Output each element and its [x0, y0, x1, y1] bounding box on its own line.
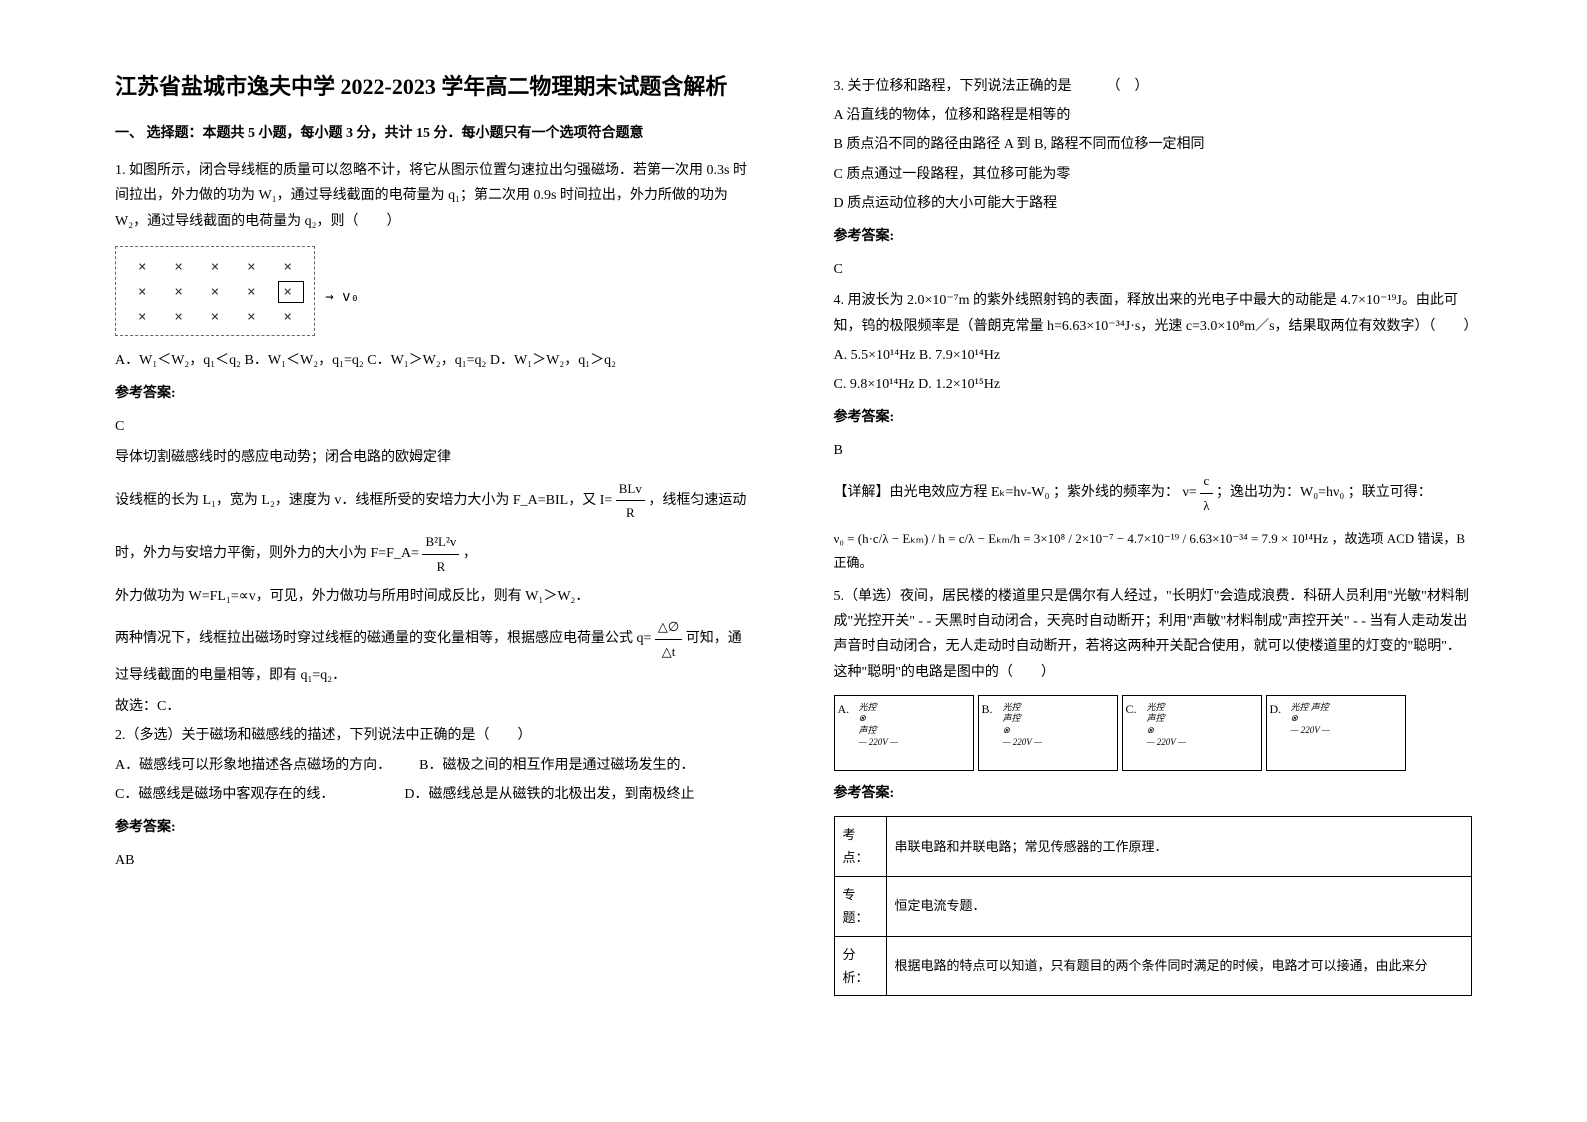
q3-optA: A 沿直线的物体，位移和路程是相等的 — [834, 103, 1473, 128]
q4-detail-mid: ；逸出功为：W₀=hν₀ ；联立可得： — [1216, 486, 1432, 501]
page-title: 江苏省盐城市逸夫中学 2022-2023 学年高二物理期末试题含解析 — [115, 70, 754, 103]
circuit-C: C. 光控 声控 ⊗ — 220V — — [1122, 695, 1262, 771]
row2-content: 恒定电流专题． — [886, 876, 1472, 936]
row2-label: 专题： — [834, 876, 886, 936]
q1-expl3-post: ， — [463, 546, 477, 561]
q5-stem: 5.（单选）夜间，居民楼的楼道里只是偶尔有人经过，"长明灯"会造成浪费．科研人员… — [834, 584, 1473, 685]
q2-row2: C．磁感线是磁场中客观存在的线． D．磁感线总是从磁铁的北极出发，到南极终止 — [115, 782, 754, 807]
q1-expl1: 导体切割磁感线时的感应电动势；闭合电路的欧姆定律 — [115, 445, 754, 470]
frac-c-lambda: c λ — [1200, 469, 1212, 517]
q4-answer-header: 参考答案: — [834, 405, 1473, 430]
row1-label: 考点： — [834, 816, 886, 876]
q1-expl2-pre: 设线框的长为 L₁，宽为 L₂，速度为 v．线框所受的安培力大小为 F_A=BI… — [115, 493, 616, 508]
table-row: 考点： 串联电路和并联电路；常见传感器的工作原理． — [834, 816, 1472, 876]
q2-answer-header: 参考答案: — [115, 815, 754, 840]
q1-answer-header: 参考答案: — [115, 381, 754, 406]
right-column: 3. 关于位移和路程，下列说法正确的是 （ ） A 沿直线的物体，位移和路程是相… — [794, 70, 1498, 1082]
q3-optD: D 质点运动位移的大小可能大于路程 — [834, 191, 1473, 216]
circuit-A: A. 光控 ⊗ 声控 — 220V — — [834, 695, 974, 771]
q5-answer-header: 参考答案: — [834, 781, 1473, 806]
q1-expl5-pre: 两种情况下，线框拉出磁场时穿过线框的磁通量的变化量相等，根据感应电荷量公式 q= — [115, 631, 655, 646]
q1-answer: C — [115, 414, 754, 439]
table-row: 专题： 恒定电流专题． — [834, 876, 1472, 936]
circuit-B: B. 光控 声控 ⊗ — 220V — — [978, 695, 1118, 771]
q3-answer-header: 参考答案: — [834, 224, 1473, 249]
section-1-header: 一、 选择题：本题共 5 小题，每小题 3 分，共计 15 分．每小题只有一个选… — [115, 121, 754, 146]
velocity-arrow: → v₀ — [325, 285, 359, 310]
q2-optB: B．磁极之间的相互作用是通过磁场发生的． — [419, 758, 694, 773]
q2-optC: C．磁感线是磁场中客观存在的线． — [115, 787, 334, 802]
frac-b2l2v-r: B²L²v R — [422, 530, 459, 578]
q4-big-formula: ν₀ = (h·c/λ − Eₖₘ) / h = c/λ − Eₖₘ/h = 3… — [834, 527, 1473, 574]
q4-stem: 4. 用波长为 2.0×10⁻⁷m 的紫外线照射钨的表面，释放出来的光电子中最大… — [834, 288, 1473, 338]
q5-circuits: A. 光控 ⊗ 声控 — 220V — B. 光控 声控 ⊗ — 220V — … — [834, 695, 1473, 771]
q1-diagram: ××××× ××××× ××××× → v₀ — [115, 246, 315, 336]
frac-dphi-dt: △∅ △t — [655, 615, 682, 663]
q2-row1: A．磁感线可以形象地描述各点磁场的方向． B．磁极之间的相互作用是通过磁场发生的… — [115, 753, 754, 778]
q1-stem: 1. 如图所示，闭合导线框的质量可以忽略不计，将它从图示位置匀速拉出匀强磁场．若… — [115, 158, 754, 234]
row1-content: 串联电路和并联电路；常见传感器的工作原理． — [886, 816, 1472, 876]
q1-expl3-pre: 时，外力与安培力平衡，则外力的大小为 F=F_A= — [115, 546, 422, 561]
q4-nu-eq: ν= — [1183, 486, 1197, 501]
q2-stem: 2.（多选）关于磁场和磁感线的描述，下列说法中正确的是（ ） — [115, 723, 754, 748]
frac-blv-r: BLv R — [616, 477, 645, 525]
q4-detail-pre: 【详解】由光电效应方程 Eₖ=hν-W₀ ；紫外线的频率为： — [834, 486, 1180, 501]
q1-expl4: 外力做功为 W=FL₁=∝v，可见，外力做功与所用时间成反比，则有 W₁＞W₂． — [115, 584, 754, 609]
circuit-D: D. 光控 声控 ⊗ — 220V — — [1266, 695, 1406, 771]
q2-answer: AB — [115, 848, 754, 873]
q1-expl2: 设线框的长为 L₁，宽为 L₂，速度为 v．线框所受的安培力大小为 F_A=BI… — [115, 477, 754, 525]
table-row: 分析： 根据电路的特点可以知道，只有题目的两个条件同时满足的时候，电路才可以接通… — [834, 936, 1472, 996]
q2-optA: A．磁感线可以形象地描述各点磁场的方向． — [115, 758, 391, 773]
q1-conclusion: 故选：C． — [115, 694, 754, 719]
q4-optsCD: C. 9.8×10¹⁴Hz D. 1.2×10¹⁵Hz — [834, 372, 1473, 397]
q1-expl5: 两种情况下，线框拉出磁场时穿过线框的磁通量的变化量相等，根据感应电荷量公式 q=… — [115, 615, 754, 688]
q3-stem: 3. 关于位移和路程，下列说法正确的是 （ ） — [834, 74, 1473, 99]
q4-optsAB: A. 5.5×10¹⁴Hz B. 7.9×10¹⁴Hz — [834, 343, 1473, 368]
left-column: 江苏省盐城市逸夫中学 2022-2023 学年高二物理期末试题含解析 一、 选择… — [90, 70, 794, 1082]
q1-expl2-post: ，线框匀速运动 — [648, 493, 746, 508]
q3-optC: C 质点通过一段路程，其位移可能为零 — [834, 162, 1473, 187]
q4-answer: B — [834, 438, 1473, 463]
row3-label: 分析： — [834, 936, 886, 996]
q2-optD: D．磁感线总是从磁铁的北极出发，到南极终止 — [404, 787, 694, 802]
row3-content: 根据电路的特点可以知道，只有题目的两个条件同时满足的时候，电路才可以接通，由此来… — [886, 936, 1472, 996]
q1-options: A．W₁＜W₂，q₁＜q₂ B．W₁＜W₂，q₁=q₂ C．W₁＞W₂，q₁=q… — [115, 348, 754, 373]
q3-optB: B 质点沿不同的路径由路径 A 到 B, 路程不同而位移一定相同 — [834, 132, 1473, 157]
analysis-table: 考点： 串联电路和并联电路；常见传感器的工作原理． 专题： 恒定电流专题． 分析… — [834, 816, 1473, 996]
q1-expl3: 时，外力与安培力平衡，则外力的大小为 F=F_A= B²L²v R ， — [115, 530, 754, 578]
q3-answer: C — [834, 257, 1473, 282]
q4-detail: 【详解】由光电效应方程 Eₖ=hν-W₀ ；紫外线的频率为： ν= c λ ；逸… — [834, 469, 1473, 517]
inner-frame — [278, 281, 304, 303]
